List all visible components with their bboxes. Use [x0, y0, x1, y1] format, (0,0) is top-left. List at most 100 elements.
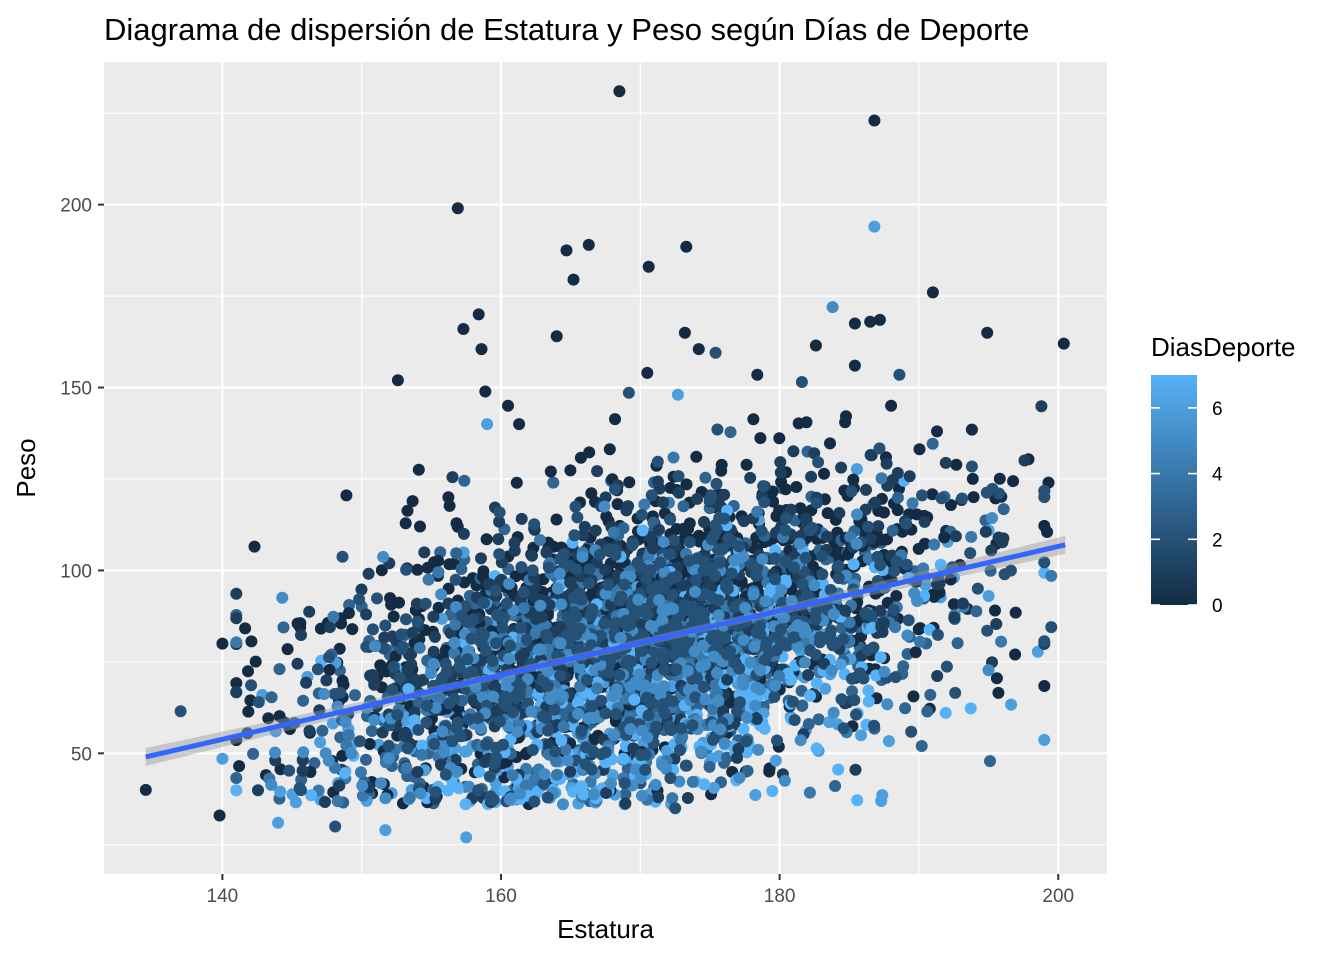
data-point: [756, 553, 769, 566]
data-point: [622, 654, 635, 667]
data-point: [547, 476, 560, 489]
data-point: [889, 671, 902, 684]
data-point: [637, 605, 650, 618]
data-point: [713, 556, 726, 569]
data-point: [663, 720, 676, 733]
data-point: [599, 707, 612, 720]
data-point: [834, 658, 847, 671]
data-point: [731, 705, 743, 718]
data-point: [477, 596, 490, 609]
data-point: [773, 432, 786, 445]
data-point: [679, 638, 692, 651]
data-point: [427, 645, 440, 658]
data-point: [657, 646, 670, 659]
data-point: [818, 467, 830, 480]
data-point: [569, 500, 582, 513]
data-point: [439, 657, 452, 670]
data-point: [906, 497, 919, 510]
data-point: [644, 619, 657, 632]
data-point: [509, 692, 522, 705]
data-point: [622, 386, 635, 399]
data-point: [995, 635, 1008, 648]
data-point: [531, 785, 544, 798]
data-point: [669, 802, 682, 815]
data-point: [336, 550, 349, 563]
x-tick-label: 200: [1042, 886, 1074, 907]
data-point: [427, 657, 440, 670]
data-point: [319, 796, 331, 808]
data-point: [861, 644, 874, 657]
data-point: [582, 712, 595, 725]
data-point: [997, 503, 1010, 516]
data-point: [303, 605, 316, 618]
data-point: [802, 669, 815, 681]
data-point: [813, 636, 826, 649]
data-point: [642, 260, 655, 273]
data-point: [367, 672, 379, 685]
data-point: [554, 552, 567, 565]
data-point: [660, 762, 673, 775]
data-point: [711, 543, 724, 556]
data-point: [821, 507, 834, 520]
data-point: [340, 489, 353, 502]
data-point: [678, 326, 691, 339]
data-point: [418, 546, 431, 559]
data-point: [603, 443, 616, 456]
data-point: [450, 721, 463, 734]
data-point: [855, 729, 867, 742]
x-tick-label: 160: [485, 886, 517, 907]
data-point: [769, 679, 781, 692]
data-point: [355, 766, 367, 779]
data-point: [965, 530, 978, 543]
data-point: [688, 645, 701, 658]
data-point: [503, 652, 516, 665]
data-point: [230, 686, 243, 699]
data-point: [752, 743, 765, 756]
data-point: [466, 665, 479, 678]
data-point: [405, 648, 418, 661]
y-tick-label: 150: [60, 379, 92, 400]
data-point: [560, 244, 573, 257]
data-point: [450, 517, 463, 530]
data-point: [467, 694, 480, 707]
data-point: [826, 639, 839, 652]
data-point: [526, 549, 538, 562]
data-point: [528, 795, 541, 808]
data-point: [878, 665, 891, 678]
data-point: [420, 716, 433, 729]
data-point: [624, 723, 637, 736]
data-point: [899, 702, 912, 715]
data-point: [881, 533, 893, 546]
data-point: [874, 604, 886, 617]
data-point: [619, 788, 632, 801]
data-point: [619, 797, 632, 810]
data-point: [213, 809, 226, 822]
data-point: [832, 572, 845, 585]
data-point: [990, 618, 1003, 630]
data-point: [327, 610, 340, 623]
data-point: [513, 418, 526, 431]
data-point: [248, 540, 261, 553]
data-point: [620, 614, 633, 627]
data-point: [413, 641, 426, 654]
data-point: [674, 744, 686, 757]
data-point: [781, 639, 794, 652]
data-point: [710, 477, 723, 490]
data-point: [862, 684, 875, 697]
data-point: [874, 559, 887, 572]
data-point: [928, 538, 941, 551]
data-point: [331, 795, 344, 808]
data-point: [683, 536, 696, 549]
data-point: [369, 640, 381, 653]
data-point: [865, 621, 878, 634]
data-point: [346, 623, 359, 636]
data-point: [640, 691, 653, 704]
data-point: [981, 326, 994, 339]
data-point: [835, 461, 848, 474]
data-point: [657, 496, 670, 509]
data-point: [541, 665, 554, 678]
data-point: [809, 339, 822, 352]
data-point: [851, 508, 863, 521]
data-point: [561, 754, 574, 767]
data-point: [824, 437, 836, 450]
